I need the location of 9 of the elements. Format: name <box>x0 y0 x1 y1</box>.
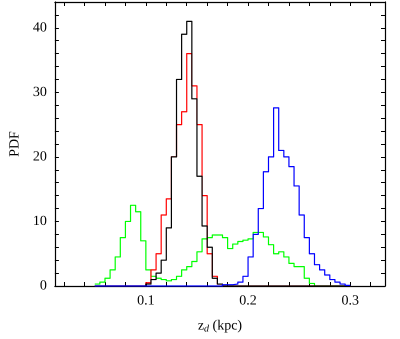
y-tick-label: 20 <box>32 149 47 164</box>
y-tick-label: 40 <box>32 20 47 36</box>
y-tick-label: 0 <box>40 278 47 294</box>
y-axis-title: PDF <box>8 130 22 157</box>
x-tick-label: 0.2 <box>239 294 257 308</box>
y-tick-label: 10 <box>32 214 47 229</box>
x-tick-label: 0.3 <box>342 294 360 308</box>
y-tick-label: 30 <box>32 84 47 100</box>
x-tick-label: 0.1 <box>137 294 155 308</box>
